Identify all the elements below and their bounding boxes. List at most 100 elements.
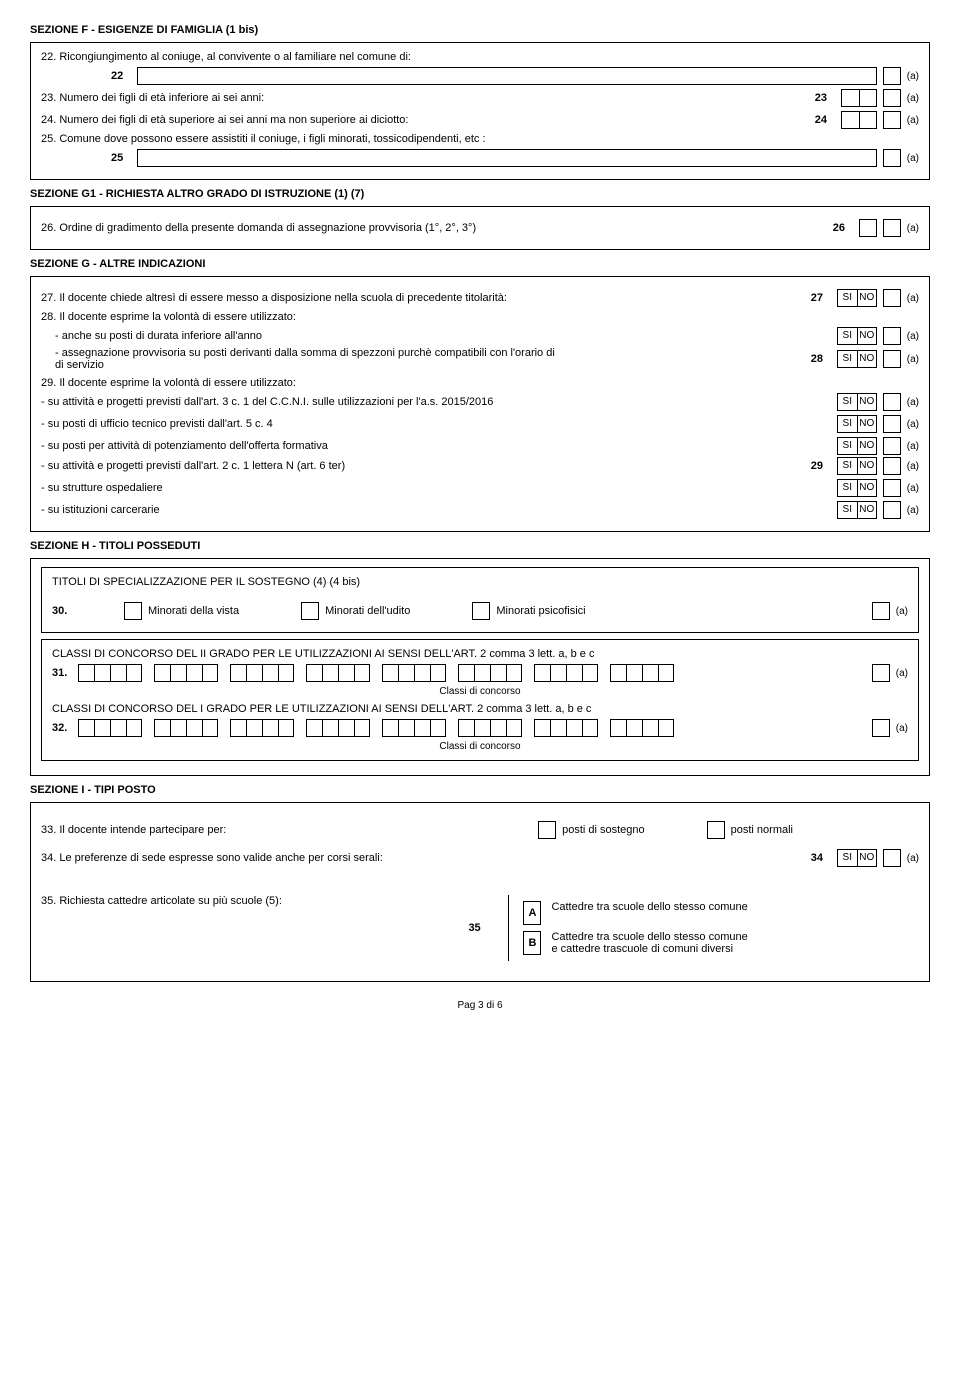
q32-num: 32. (52, 722, 72, 734)
q29e-sino[interactable]: SINO (837, 479, 877, 497)
q28a-sino[interactable]: SINO (837, 327, 877, 345)
q29b-sino[interactable]: SINO (837, 415, 877, 433)
q24-text: 24. Numero dei figli di età superiore ai… (41, 114, 809, 126)
q35-text: 35. Richiesta cattedre articolate su più… (41, 895, 282, 907)
q24-a: (a) (907, 115, 919, 126)
q32-label: Classi di concorso (52, 741, 908, 752)
q26-check[interactable] (883, 219, 901, 237)
classi-concorso-box: CLASSI DI CONCORSO DEL II GRADO PER LE U… (41, 639, 919, 761)
classi-ii-title: CLASSI DI CONCORSO DEL II GRADO PER LE U… (52, 648, 908, 660)
q27-check[interactable] (883, 289, 901, 307)
q33-normali: posti normali (731, 824, 793, 836)
q24-check[interactable] (883, 111, 901, 129)
q29d-check[interactable] (883, 457, 901, 475)
section-i-box: 33. Il docente intende partecipare per: … (30, 802, 930, 982)
q35-optA-cell[interactable]: A (523, 901, 541, 925)
section-g-title: SEZIONE G - ALTRE INDICAZIONI (30, 258, 930, 270)
q34-check[interactable] (883, 849, 901, 867)
q34-a: (a) (907, 853, 919, 864)
q22-check[interactable] (883, 67, 901, 85)
q23-num: 23 (815, 92, 835, 104)
q30-a: (a) (896, 606, 908, 617)
q31-check[interactable] (872, 664, 890, 682)
q26-num: 26 (833, 222, 853, 234)
q29e-check[interactable] (883, 479, 901, 497)
q27-num: 27 (811, 292, 831, 304)
q28b-check[interactable] (883, 350, 901, 368)
q34-text: 34. Le preferenze di sede espresse sono … (41, 852, 805, 864)
q28b-text1: - assegnazione provvisoria su posti deri… (55, 347, 805, 359)
q35-optA-text: Cattedre tra scuole dello stesso comune (551, 901, 747, 913)
q32-check[interactable] (872, 719, 890, 737)
q30-opt1-check[interactable] (124, 602, 142, 620)
q33-normali-check[interactable] (707, 821, 725, 839)
q26-text: 26. Ordine di gradimento della presente … (41, 222, 827, 234)
q27-sino[interactable]: SINO (837, 289, 877, 307)
q23-check[interactable] (883, 89, 901, 107)
section-f-box: 22. Ricongiungimento al coniuge, al conv… (30, 42, 930, 180)
q29c-text: - su posti per attività di potenziamento… (41, 440, 805, 452)
q29b-a: (a) (907, 419, 919, 430)
q35-num: 35 (468, 922, 488, 934)
q35-optB-text2: e cattedre trascuole di comuni diversi (551, 943, 747, 955)
q29f-sino[interactable]: SINO (837, 501, 877, 519)
q29a-a: (a) (907, 397, 919, 408)
page-footer: Pag 3 di 6 (30, 1000, 930, 1011)
q33-sostegno-check[interactable] (538, 821, 556, 839)
q32-groups[interactable] (78, 719, 674, 737)
q22-num: 22 (111, 70, 131, 82)
section-f-title: SEZIONE F - ESIGENZE DI FAMIGLIA (1 bis) (30, 24, 930, 36)
q27-text: 27. Il docente chiede altresì di essere … (41, 292, 805, 304)
q29c-a: (a) (907, 441, 919, 452)
q28a-text: - anche su posti di durata inferiore all… (41, 330, 805, 342)
q23-a: (a) (907, 93, 919, 104)
section-g-box: 27. Il docente chiede altresì di essere … (30, 276, 930, 532)
q34-sino[interactable]: SINO (837, 849, 877, 867)
q30-opt2-check[interactable] (301, 602, 319, 620)
q31-groups[interactable] (78, 664, 674, 682)
q34-num: 34 (811, 852, 831, 864)
q33-text: 33. Il docente intende partecipare per: (41, 824, 226, 836)
q24-num: 24 (815, 114, 835, 126)
q23-cells[interactable] (841, 89, 877, 107)
q25-a: (a) (907, 153, 919, 164)
q29c-check[interactable] (883, 437, 901, 455)
q28a-check[interactable] (883, 327, 901, 345)
q31-a: (a) (896, 668, 908, 679)
q31-label: Classi di concorso (52, 686, 908, 697)
q28b-a: (a) (907, 354, 919, 365)
q25-text: 25. Comune dove possono essere assistiti… (41, 133, 919, 145)
q29b-text: - su posti di ufficio tecnico previsti d… (41, 418, 831, 430)
q29a-check[interactable] (883, 393, 901, 411)
q25-field[interactable] (137, 149, 877, 167)
section-g1-box: 26. Ordine di gradimento della presente … (30, 206, 930, 250)
section-g1-title: SEZIONE G1 - RICHIESTA ALTRO GRADO DI IS… (30, 188, 930, 200)
q29e-a: (a) (907, 483, 919, 494)
q27-a: (a) (907, 293, 919, 304)
q31-num: 31. (52, 667, 72, 679)
q29f-check[interactable] (883, 501, 901, 519)
q33-sostegno: posti di sostegno (562, 824, 645, 836)
q28-num: 28 (811, 353, 831, 365)
q35-optB-cell[interactable]: B (523, 931, 541, 955)
q24-cells[interactable] (841, 111, 877, 129)
q28-text: 28. Il docente esprime la volontà di ess… (41, 311, 919, 323)
q26-cell[interactable] (859, 219, 877, 237)
q26-a: (a) (907, 223, 919, 234)
titoli-sostegno-box: TITOLI DI SPECIALIZZAZIONE PER IL SOSTEG… (41, 567, 919, 633)
q29d-sino[interactable]: SINO (837, 457, 877, 475)
q25-check[interactable] (883, 149, 901, 167)
q30-opt2: Minorati dell'udito (325, 605, 410, 617)
q22-field[interactable] (137, 67, 877, 85)
section-h-box: TITOLI DI SPECIALIZZAZIONE PER IL SOSTEG… (30, 558, 930, 776)
q29c-sino[interactable]: SINO (837, 437, 877, 455)
q29a-sino[interactable]: SINO (837, 393, 877, 411)
q28b-sino[interactable]: SINO (837, 350, 877, 368)
q30-opt3-check[interactable] (472, 602, 490, 620)
q28b-text2: di servizio (55, 359, 805, 371)
q35-optB-text1: Cattedre tra scuole dello stesso comune (551, 931, 747, 943)
q30-check[interactable] (872, 602, 890, 620)
q29e-text: - su strutture ospedaliere (41, 482, 831, 494)
q29f-a: (a) (907, 505, 919, 516)
q29b-check[interactable] (883, 415, 901, 433)
